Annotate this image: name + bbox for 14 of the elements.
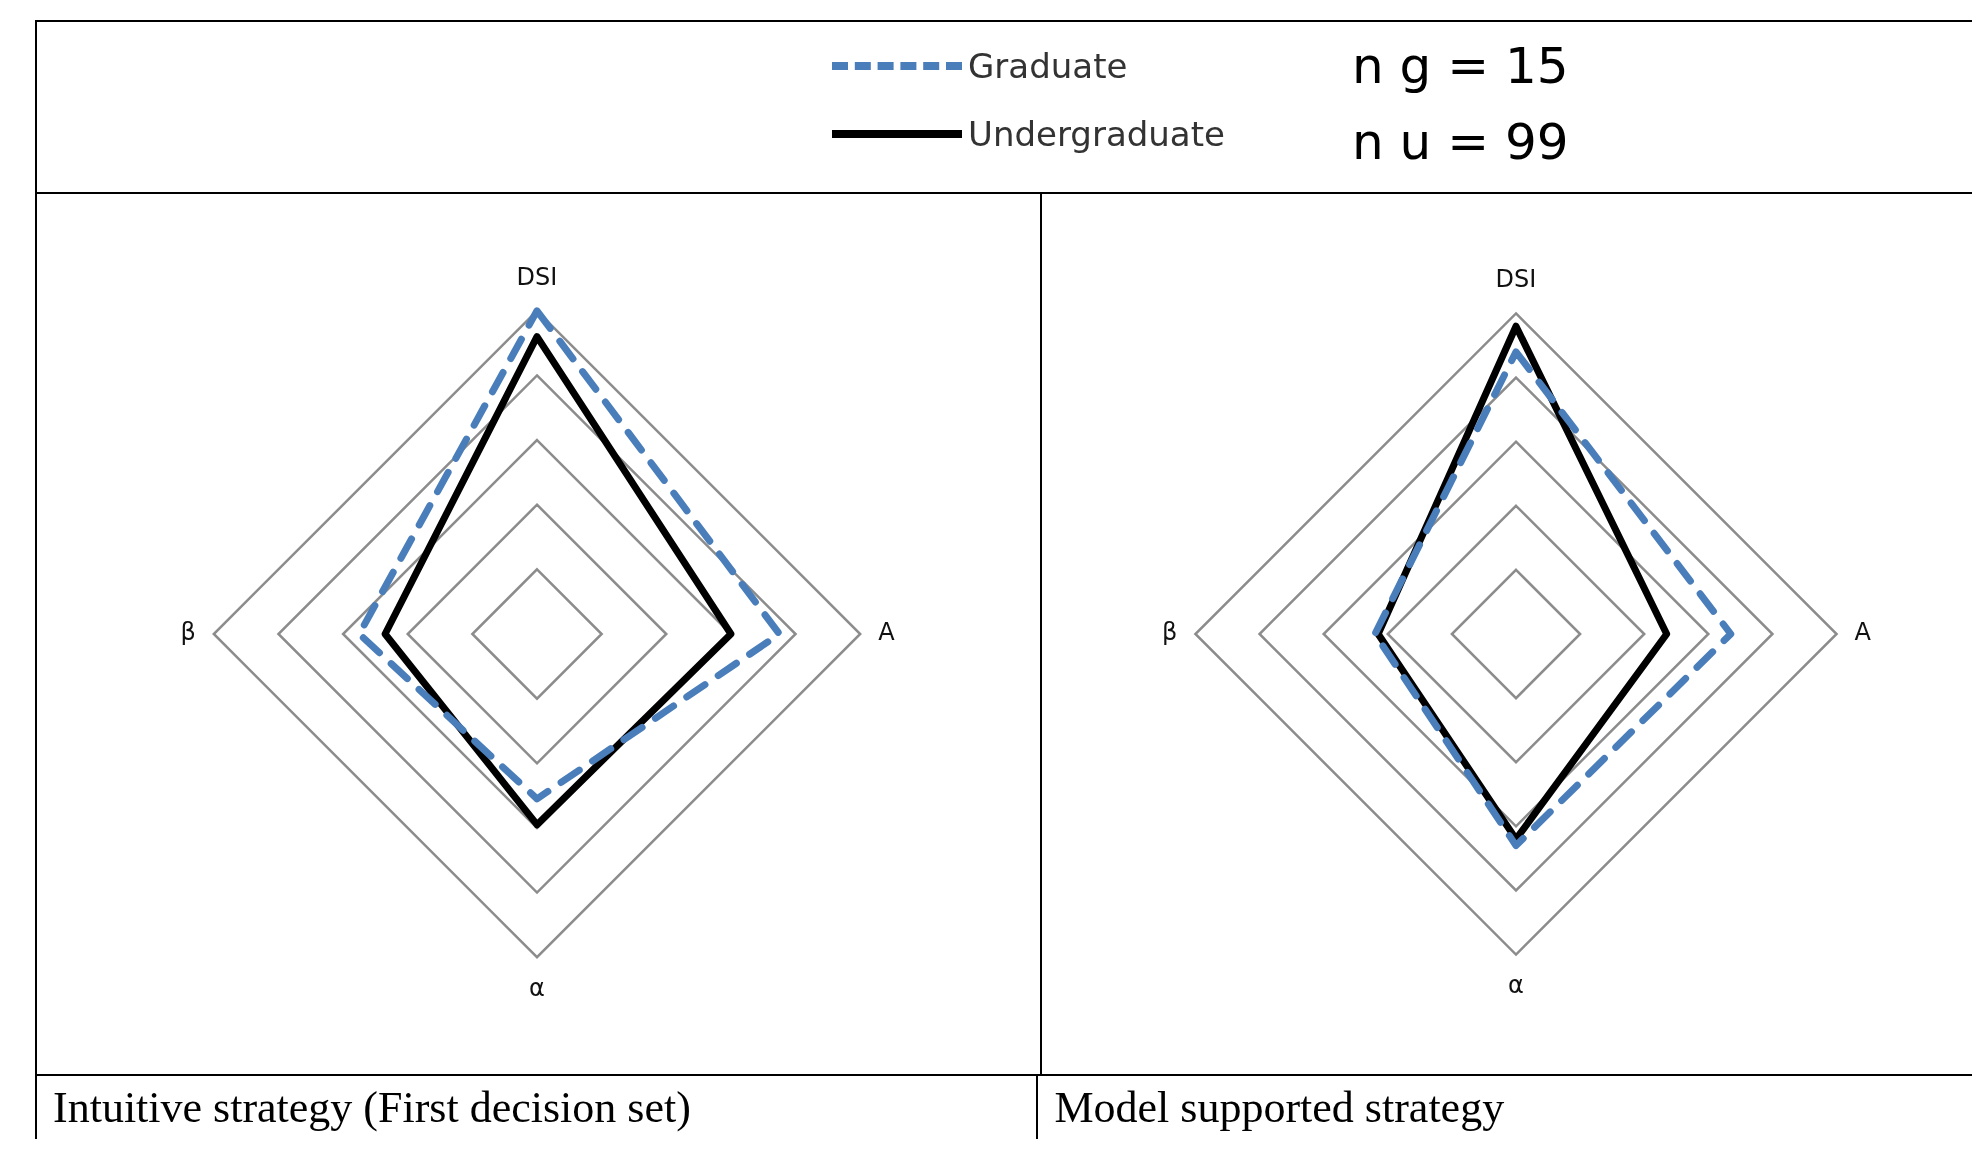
spoke-label: α <box>1508 971 1524 1000</box>
spoke-label: β <box>180 618 196 647</box>
spoke-label: A <box>1854 618 1872 647</box>
spoke-label: A <box>878 618 896 647</box>
legend-label: Undergraduate <box>968 114 1225 154</box>
spoke-label: DSI <box>516 262 558 291</box>
legend-label: Graduate <box>968 46 1128 86</box>
text: Intuitive strategy (First decision set) <box>35 1076 1037 1139</box>
spoke-label: α <box>529 973 545 1002</box>
text: n u = 99 <box>1352 112 1569 173</box>
spoke-label: β <box>1162 618 1178 647</box>
text: n g = 15 <box>1352 36 1569 97</box>
spoke-label: DSI <box>1495 265 1537 294</box>
text: Model supported strategy <box>1036 1076 1972 1139</box>
